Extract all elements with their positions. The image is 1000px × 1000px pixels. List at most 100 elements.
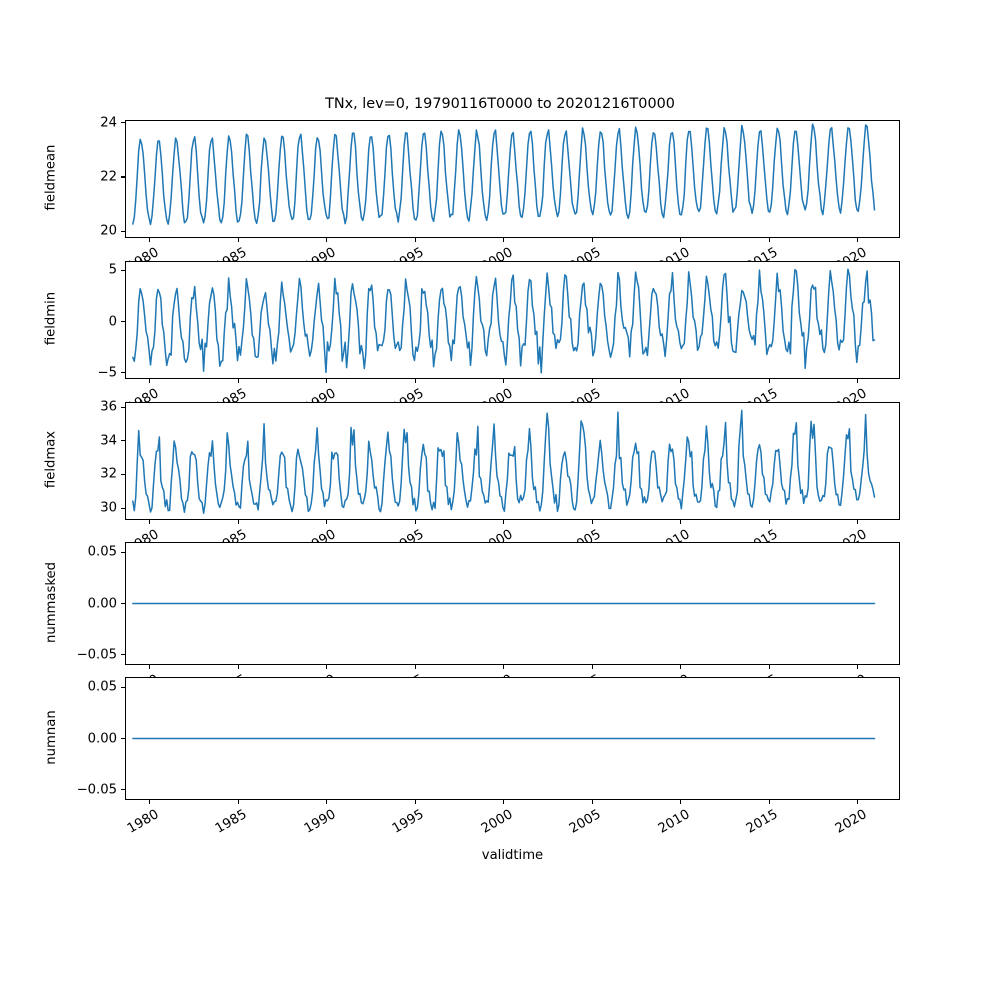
subplot-fieldmean: 20 22 24 — [100, 115, 900, 242]
x-tick-label: 1985 — [213, 807, 250, 837]
x-tick-label: 2005 — [567, 245, 604, 261]
data-line — [132, 268, 876, 374]
x-tick-label: 2000 — [478, 807, 516, 837]
y-tick-mark — [121, 603, 125, 605]
data-line — [132, 123, 876, 226]
y-tick-label: 22 — [100, 169, 117, 185]
x-tick-label: 1995 — [390, 527, 427, 542]
x-tick-label: 2005 — [567, 807, 604, 837]
x-tick-label: 1990 — [301, 807, 339, 837]
series-fieldmean — [132, 123, 876, 226]
x-tick-label: 1990 — [301, 386, 339, 402]
axes-frame — [125, 402, 900, 520]
plot-area — [125, 402, 900, 520]
x-tick-mark — [768, 665, 770, 669]
x-tick-mark — [857, 238, 859, 242]
x-tick-mark — [414, 238, 416, 242]
x-tick-label: 2015 — [744, 672, 781, 677]
y-tick-label: −0.05 — [76, 782, 117, 798]
x-tick-mark — [857, 520, 859, 524]
x-tick-label: 1985 — [213, 386, 250, 402]
x-tick-label: 2000 — [479, 672, 516, 677]
x-tick-label: 2000 — [478, 386, 516, 402]
y-tick-mark — [121, 269, 125, 271]
x-tick-label-row: 1980 1985 1990 1995 2000 2005 2010 2015 2020 — [65, 670, 960, 677]
subplot-numnan: −0.05 0.00 0.05 — [77, 677, 900, 804]
x-tick-mark — [503, 379, 505, 383]
y-axis-label-numnan: numnan — [43, 709, 59, 765]
x-tick-mark — [414, 800, 416, 804]
x-tick-mark — [414, 665, 416, 669]
y-tick-mark — [121, 654, 125, 656]
y-tick-label: 30 — [100, 500, 117, 516]
plot-area — [125, 261, 900, 379]
x-tick-label: 1985 — [213, 672, 250, 677]
figure-title: TNx, lev=0, 19790116T0000 to 20201216T00… — [325, 96, 675, 112]
y-tick-label: 24 — [100, 115, 117, 131]
x-tick-label: 2020 — [832, 386, 870, 402]
x-tick-label: 1995 — [390, 672, 427, 677]
x-tick-label-row: 1980 1985 1990 1995 2000 2005 2010 2015 2020 — [65, 805, 960, 865]
series-nummasked — [132, 602, 876, 605]
y-tick-label: 20 — [100, 223, 117, 239]
x-tick-mark — [680, 520, 682, 524]
x-tick-mark — [768, 520, 770, 524]
x-tick-mark — [591, 520, 593, 524]
x-tick-label: 2005 — [567, 672, 604, 677]
y-tick-label: 5 — [108, 262, 117, 278]
x-tick-label: 1995 — [390, 807, 427, 837]
plot-area — [125, 542, 900, 665]
x-tick-mark — [680, 665, 682, 669]
y-tick-label: 34 — [100, 433, 117, 449]
x-tick-mark — [326, 379, 328, 383]
x-tick-label: 1980 — [124, 807, 162, 837]
x-tick-label: 2020 — [832, 672, 869, 677]
x-tick-mark — [149, 379, 151, 383]
x-tick-mark — [503, 520, 505, 524]
y-axis-label-fieldmin: fieldmin — [43, 291, 59, 346]
x-tick-mark — [768, 800, 770, 804]
x-tick-label: 2015 — [743, 807, 781, 837]
y-tick-mark — [121, 473, 125, 476]
x-tick-mark — [149, 800, 151, 804]
x-tick-label: 2020 — [832, 527, 870, 542]
plot-area — [125, 120, 900, 238]
x-tick-label: 2010 — [655, 386, 693, 402]
y-tick-label: 0.00 — [87, 731, 117, 746]
x-tick-label: 2015 — [743, 245, 781, 261]
y-tick-label: 0 — [108, 314, 117, 330]
x-tick-label: 2000 — [478, 245, 516, 261]
y-tick-label: 36 — [100, 399, 117, 415]
x-tick-mark — [237, 665, 239, 669]
x-tick-mark — [326, 238, 328, 242]
x-tick-mark — [326, 665, 328, 669]
axes-frame — [125, 261, 900, 379]
x-tick-mark — [149, 520, 151, 524]
y-tick-mark — [121, 372, 125, 374]
x-tick-label: 2010 — [655, 807, 693, 837]
y-tick-label: 32 — [100, 466, 117, 482]
x-tick-label: 2020 — [832, 807, 870, 837]
y-tick-label: 0.05 — [87, 679, 117, 695]
x-tick-mark — [503, 800, 505, 804]
y-tick-mark — [121, 738, 125, 740]
x-tick-label: 1995 — [390, 245, 427, 261]
x-tick-mark — [326, 800, 328, 804]
y-tick-mark — [121, 789, 125, 791]
x-tick-mark — [857, 379, 859, 383]
x-tick-label: 2005 — [567, 386, 604, 402]
x-tick-label: 2000 — [478, 527, 516, 542]
x-tick-mark — [237, 800, 239, 804]
y-tick-mark — [121, 507, 125, 509]
y-tick-mark — [121, 551, 125, 553]
x-tick-label: 2010 — [655, 527, 693, 542]
x-tick-label-row: 1980 1985 1990 1995 2000 2005 2010 2015 2020 — [65, 243, 960, 261]
x-tick-mark — [237, 520, 239, 524]
axes-frame — [125, 542, 900, 665]
x-tick-mark — [591, 379, 593, 383]
x-tick-mark — [768, 238, 770, 242]
y-tick-mark — [121, 406, 125, 408]
x-tick-label-row: 1980 1985 1990 1995 2000 2005 2010 2015 2020 — [65, 384, 960, 402]
x-tick-mark — [680, 800, 682, 804]
x-tick-label: 1980 — [124, 386, 162, 402]
